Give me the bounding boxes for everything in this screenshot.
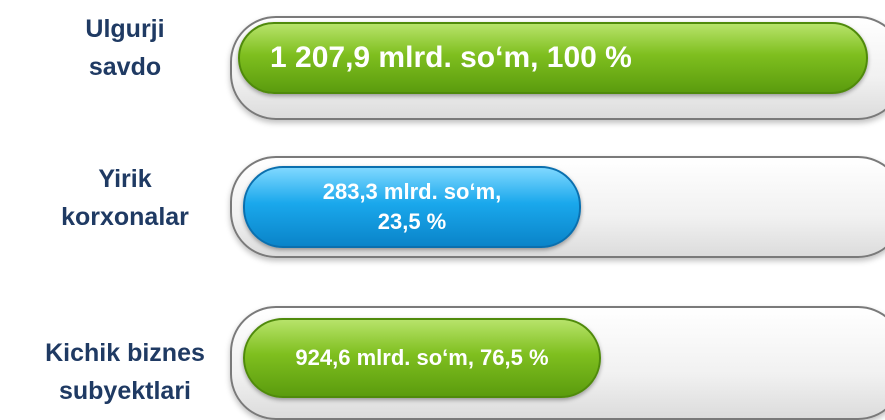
bar-text: 283,3 mlrd. so‘m,	[322, 179, 502, 204]
bar-text: 1 207,9 mlrd. so‘m, 100 %	[270, 41, 632, 74]
bar: 1 207,9 mlrd. so‘m, 100 %	[238, 22, 868, 94]
label-line: Kichik biznes	[45, 339, 205, 367]
bar: 283,3 mlrd. so‘m, 23,5 %	[243, 166, 581, 248]
bar-text: 924,6 mlrd. so‘m, 76,5 %	[295, 345, 549, 370]
bar-text: 23,5 %	[377, 209, 447, 234]
page: Ulgurji savdo 1 207,9 mlrd. so‘m, 100 % …	[0, 10, 885, 420]
row-label: Yirik korxonalar	[0, 160, 250, 236]
row-label: Kichik biznes subyektlari	[0, 334, 250, 410]
label-line: subyektlari	[58, 377, 191, 405]
label-line: Yirik	[98, 165, 152, 193]
label-line: korxonalar	[61, 203, 189, 231]
label-line: Ulgurji	[85, 15, 165, 43]
row-label: Ulgurji savdo	[0, 10, 250, 86]
bar: 924,6 mlrd. so‘m, 76,5 %	[243, 318, 601, 398]
label-line: savdo	[88, 53, 162, 81]
